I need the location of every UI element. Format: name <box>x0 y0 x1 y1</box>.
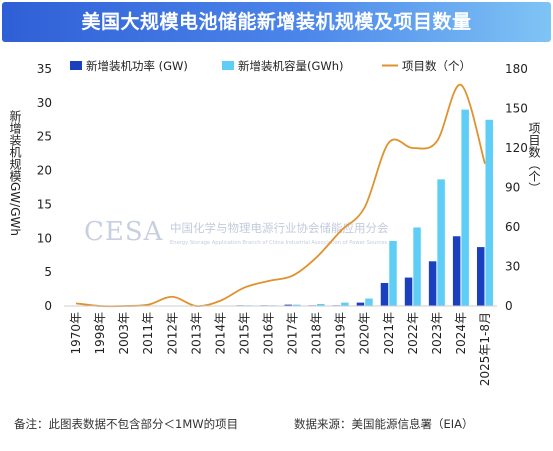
legend-label-capacity: 新增装机容量(GWh) <box>238 59 344 73</box>
y-axis-ticks: 0 5 10 15 20 25 30 35 <box>37 62 52 313</box>
watermark-logo: CESA <box>84 217 164 247</box>
y2-axis-ticks: 0 30 60 90 120 150 180 <box>505 62 528 313</box>
bar-capacity <box>317 303 325 306</box>
x-tick-label: 2018年 <box>310 312 324 355</box>
bar-capacity <box>293 304 301 306</box>
bar-power <box>476 247 485 306</box>
x-tick-label: 2003年 <box>117 312 131 355</box>
legend-label-power: 新增装机功率 (GW) <box>86 59 188 73</box>
bar-capacity <box>389 240 397 306</box>
legend-label-projects: 项目数（个） <box>402 59 471 73</box>
bar-power <box>284 304 293 306</box>
chart-title: 美国大规模电池储能新增装机规模及项目数量 <box>81 11 472 33</box>
watermark: CESA 中国化学与物理电源行业协会储能应用分会 Energy Storage … <box>84 217 389 247</box>
x-tick-label: 1970年 <box>69 312 83 355</box>
footer-note: 备注：此图表数据不包含部分＜1MW的项目 <box>14 417 239 431</box>
watermark-name-cn: 中国化学与物理电源行业协会储能应用分会 <box>170 221 389 235</box>
bar-capacity <box>485 119 493 307</box>
x-tick-label: 2020年 <box>358 312 372 355</box>
x-tick-label: 2022年 <box>406 312 420 355</box>
y-tick-label: 20 <box>37 164 52 178</box>
x-tick-label: 2014年 <box>213 312 227 355</box>
x-tick-label: 2019年 <box>334 312 348 355</box>
y-tick-label: 10 <box>37 231 52 245</box>
bar-capacity <box>341 302 349 306</box>
bars <box>236 109 493 307</box>
title-banner: 美国大规模电池储能新增装机规模及项目数量 <box>2 2 551 42</box>
bar-power <box>452 236 461 306</box>
legend: 新增装机功率 (GW) 新增装机容量(GWh) 项目数（个） <box>70 59 471 73</box>
y-tick-label: 35 <box>37 62 52 76</box>
y2-axis-label: 项目数（个） <box>527 122 541 194</box>
y-axis-label: 新增装机规模GW/GWh <box>8 109 22 236</box>
x-tick-label: 1998年 <box>93 312 107 355</box>
y-tick-label: 15 <box>37 197 52 211</box>
x-tick-label: 2017年 <box>286 312 300 355</box>
projects-line <box>75 83 486 308</box>
x-tick-label: 2013年 <box>189 312 203 355</box>
y2-tick-label: 60 <box>505 220 520 234</box>
bar-capacity <box>413 227 421 306</box>
legend-swatch-power <box>70 61 82 70</box>
bar-power <box>380 282 389 306</box>
y2-tick-label: 0 <box>505 299 513 313</box>
x-tick-label: 2012年 <box>165 312 179 355</box>
bar-power <box>356 302 365 306</box>
y-tick-label: 0 <box>44 299 52 313</box>
projects-line-path <box>75 83 486 308</box>
y-tick-label: 5 <box>44 265 52 279</box>
x-tick-label: 2016年 <box>261 312 275 355</box>
bar-power <box>404 277 413 306</box>
x-tick-label: 2023年 <box>430 312 444 355</box>
x-tick-label: 2025年1-8月 <box>478 312 492 386</box>
x-tick-label: 2015年 <box>237 312 251 355</box>
x-tick-label: 2021年 <box>382 312 396 355</box>
bar-capacity <box>461 109 469 306</box>
y2-tick-label: 150 <box>505 102 528 116</box>
y-tick-label: 30 <box>37 96 52 110</box>
y2-tick-label: 30 <box>505 260 520 274</box>
bar-capacity <box>365 298 373 306</box>
y2-tick-label: 120 <box>505 141 528 155</box>
bar-power <box>428 261 437 306</box>
x-axis-ticks: 1970年 1998年 2003年 2011年 2012年 2013年 2014年 2015年… <box>69 312 492 386</box>
y2-tick-label: 90 <box>505 181 520 195</box>
x-tick-label: 2011年 <box>141 312 155 355</box>
y-tick-label: 25 <box>37 130 52 144</box>
watermark-name-en: Energy Storage Application Branch of Chi… <box>170 240 387 246</box>
footer-source: 数据来源：美国能源信息署（EIA） <box>294 417 474 431</box>
legend-swatch-capacity <box>222 61 234 70</box>
y2-tick-label: 180 <box>505 62 528 76</box>
bar-capacity <box>437 179 445 306</box>
x-tick-label: 2024年 <box>454 312 468 355</box>
